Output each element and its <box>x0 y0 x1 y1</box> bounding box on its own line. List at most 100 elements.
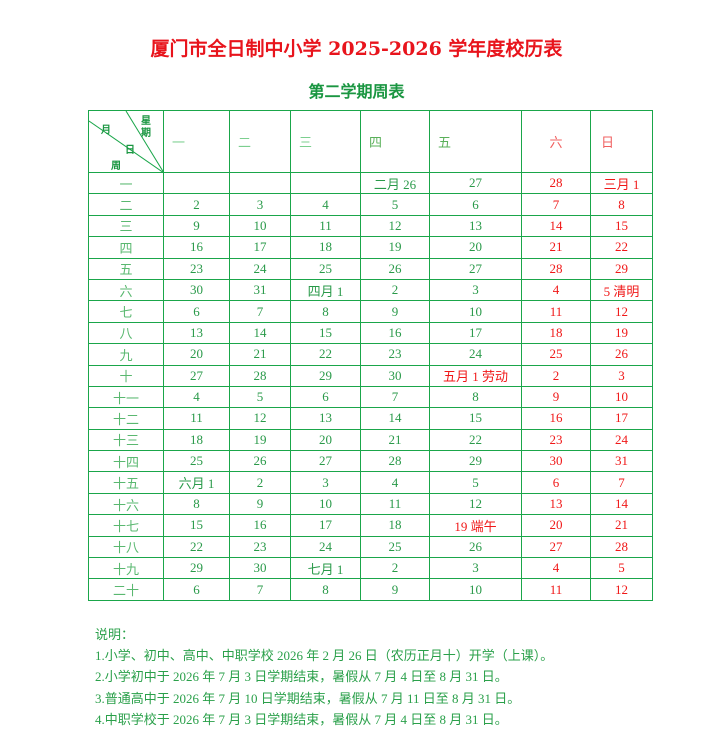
day-cell: 2 <box>360 278 430 302</box>
day-cell: 3 <box>429 557 522 580</box>
week-number: 十五 <box>88 471 164 494</box>
week-number: 七 <box>88 300 164 323</box>
day-cell: 18 <box>290 236 361 259</box>
day-cell: 19 <box>360 236 430 259</box>
day-cell: 12 <box>590 578 653 601</box>
day-cell: 11 <box>290 214 361 238</box>
day-cell: 11 <box>521 578 591 601</box>
day-cell: 15 <box>429 407 522 430</box>
notes-heading: 说明： <box>95 627 135 642</box>
day-cell: 5 清明 <box>590 278 653 302</box>
week-row: 十六 8 9 10 11 12 13 14 <box>88 492 653 516</box>
page-subtitle: 第二学期周表 <box>308 82 405 101</box>
corner-day: 日 <box>125 145 135 156</box>
day-cell: 5 <box>590 557 653 580</box>
day-cell: 25 <box>521 343 591 366</box>
day-cell: 4 <box>290 193 361 216</box>
note-item: 4.中职学校于 2026 年 7 月 3 日学期结束，暑假从 7 月 4 日至 … <box>95 711 508 727</box>
day-cell: 27 <box>163 364 230 387</box>
weekday-header: 四 <box>360 110 430 173</box>
day-cell: 22 <box>590 236 653 259</box>
diagonal-lines <box>89 111 164 173</box>
day-cell: 29 <box>163 557 230 580</box>
week-number: 二 <box>88 193 164 216</box>
day-cell: 11 <box>521 300 591 323</box>
day-cell: 15 <box>290 321 361 345</box>
week-row: 九 20 21 22 23 24 25 26 <box>88 343 653 366</box>
day-cell: 20 <box>429 236 522 259</box>
day-cell: 28 <box>521 257 591 280</box>
day-cell: 19 <box>590 321 653 345</box>
week-number: 十七 <box>88 514 164 537</box>
week-number: 八 <box>88 321 164 345</box>
day-cell: 七月 1 <box>290 557 361 580</box>
day-cell: 12 <box>429 492 522 516</box>
day-cell: 18 <box>163 428 230 452</box>
day-cell: 22 <box>429 428 522 452</box>
week-number: 十四 <box>88 450 164 473</box>
day-cell: 10 <box>429 578 522 601</box>
day-cell: 2 <box>229 471 291 494</box>
day-cell: 11 <box>360 492 430 516</box>
day-cell: 7 <box>590 471 653 494</box>
day-cell: 25 <box>360 535 430 559</box>
day-cell: 8 <box>429 385 522 409</box>
day-cell: 9 <box>360 300 430 323</box>
day-cell: 15 <box>163 514 230 537</box>
day-cell: 10 <box>290 492 361 516</box>
day-cell: 24 <box>590 428 653 452</box>
day-cell: 21 <box>590 514 653 537</box>
corner-week: 周 <box>111 161 121 172</box>
day-cell: 14 <box>360 407 430 430</box>
day-cell: 23 <box>229 535 291 559</box>
day-cell: 8 <box>590 193 653 216</box>
day-cell: 23 <box>521 428 591 452</box>
corner-weekday: 星期 <box>141 116 151 139</box>
day-cell: 21 <box>229 343 291 366</box>
day-cell: 19 <box>229 428 291 452</box>
week-number: 十一 <box>88 385 164 409</box>
day-cell: 10 <box>590 385 653 409</box>
day-cell: 23 <box>163 257 230 280</box>
day-cell: 27 <box>290 450 361 473</box>
corner-cell: 月 星期 日 周 <box>88 110 164 173</box>
day-cell <box>290 171 361 195</box>
day-cell: 31 <box>229 278 291 302</box>
day-cell: 6 <box>290 385 361 409</box>
week-number: 十八 <box>88 535 164 559</box>
day-cell: 29 <box>429 450 522 473</box>
day-cell: 29 <box>590 257 653 280</box>
day-cell: 2 <box>521 364 591 387</box>
week-number: 十 <box>88 364 164 387</box>
day-cell: 8 <box>163 492 230 516</box>
day-cell: 20 <box>163 343 230 366</box>
day-cell: 17 <box>590 407 653 430</box>
day-cell: 6 <box>163 578 230 601</box>
day-cell: 5 <box>360 193 430 216</box>
day-cell: 4 <box>163 385 230 409</box>
day-cell: 13 <box>163 321 230 345</box>
day-cell: 12 <box>229 407 291 430</box>
day-cell: 2 <box>360 557 430 580</box>
day-cell: 6 <box>429 193 522 216</box>
day-cell: 26 <box>229 450 291 473</box>
week-number: 二十 <box>88 578 164 601</box>
day-cell <box>163 171 230 195</box>
day-cell: 12 <box>590 300 653 323</box>
day-cell: 16 <box>521 407 591 430</box>
weekday-header: 二 <box>229 110 291 173</box>
day-cell: 27 <box>429 257 522 280</box>
day-cell: 7 <box>521 193 591 216</box>
header-row: 月 星期 日 周 一 二 三 四 五 六 日 <box>88 110 653 173</box>
day-cell: 27 <box>521 535 591 559</box>
day-cell: 14 <box>590 492 653 516</box>
day-cell: 28 <box>521 171 591 195</box>
day-cell: 30 <box>163 278 230 302</box>
day-cell: 14 <box>521 214 591 238</box>
day-cell: 13 <box>521 492 591 516</box>
day-cell: 28 <box>590 535 653 559</box>
note-item: 2.小学初中于 2026 年 7 月 3 日学期结束，暑假从 7 月 4 日至 … <box>95 669 508 685</box>
